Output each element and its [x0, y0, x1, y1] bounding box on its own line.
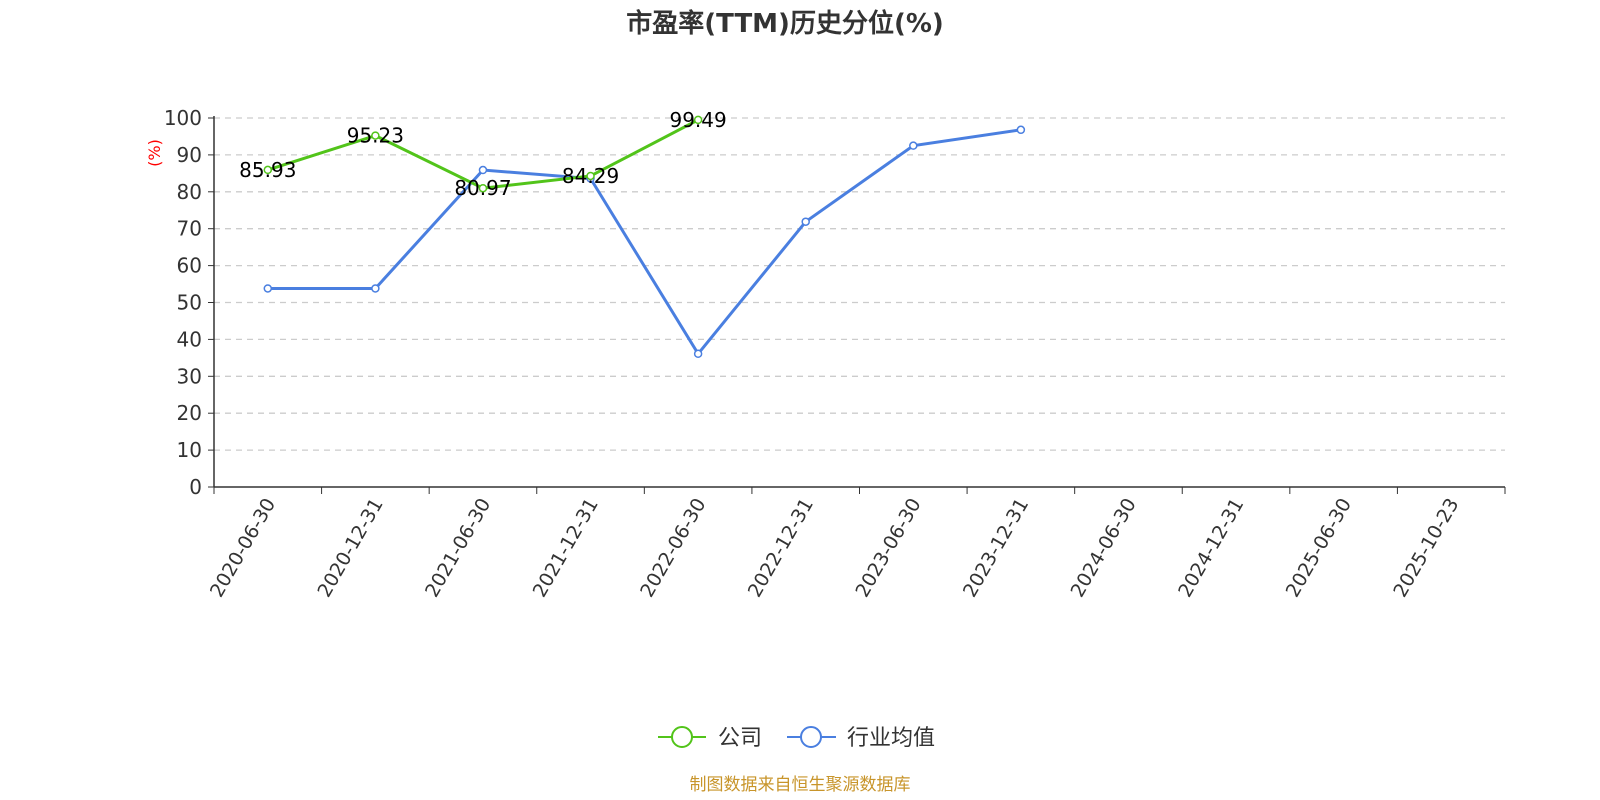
x-tick-label: 2022-06-30 [636, 495, 710, 602]
data-point [909, 141, 918, 150]
legend-item-company[interactable]: 公司 [658, 726, 762, 751]
data-label: 85.93 [239, 158, 296, 182]
data-point [263, 284, 273, 293]
legend-circle-icon [671, 726, 693, 748]
data-point [801, 217, 810, 226]
legend-label: 行业均值 [847, 726, 935, 751]
data-point [263, 165, 273, 175]
chart-title: 市盈率(TTM)历史分位(%) [626, 8, 944, 39]
x-tick-label: 2025-10-23 [1389, 495, 1463, 602]
legend-circle-icon [800, 726, 822, 748]
x-tick-label: 2020-06-30 [206, 495, 280, 602]
data-point [1016, 125, 1026, 135]
x-tick-label: 2025-06-30 [1282, 495, 1356, 602]
y-tick-label: 100 [164, 106, 202, 130]
y-tick-label: 20 [177, 401, 202, 425]
data-point [478, 165, 488, 175]
x-tick-label: 2024-12-31 [1174, 495, 1248, 602]
data-source-note: 制图数据来自恒生聚源数据库 [690, 775, 911, 795]
data-label: 95.23 [347, 124, 404, 148]
y-tick-label: 0 [189, 475, 202, 499]
data-point [371, 131, 380, 140]
legend: 公司 行业均值 [658, 726, 935, 751]
x-tick-label: 2021-06-30 [421, 495, 495, 602]
data-label: 84.29 [562, 164, 619, 188]
x-tick-label: 2021-12-31 [529, 495, 603, 602]
y-tick-label: 80 [177, 180, 202, 204]
x-tick-label: 2023-12-31 [959, 495, 1033, 602]
x-tick-label: 2020-12-31 [313, 495, 387, 602]
y-tick-label: 30 [177, 364, 202, 388]
x-tick-label: 2023-06-30 [851, 495, 925, 602]
series-line-1 [267, 128, 1022, 357]
data-point [371, 284, 380, 293]
y-tick-label: 50 [177, 291, 202, 315]
data-point [586, 171, 595, 181]
x-tick-label: 2024-06-30 [1067, 495, 1141, 602]
x-tick-label: 2022-12-31 [744, 495, 818, 602]
y-tick-label: 10 [177, 438, 202, 462]
data-label: 80.97 [454, 176, 511, 200]
y-axis-label: (%) [145, 139, 164, 167]
legend-label: 公司 [718, 726, 762, 751]
data-point [693, 115, 703, 125]
y-tick-label: 90 [177, 143, 202, 167]
data-point [478, 183, 488, 193]
y-tick-label: 70 [177, 217, 202, 241]
y-tick-label: 40 [177, 327, 202, 351]
y-tick-label: 60 [177, 254, 202, 278]
data-label: 99.49 [669, 108, 726, 132]
legend-item-industry[interactable]: 行业均值 [787, 726, 935, 751]
data-point [693, 349, 703, 359]
